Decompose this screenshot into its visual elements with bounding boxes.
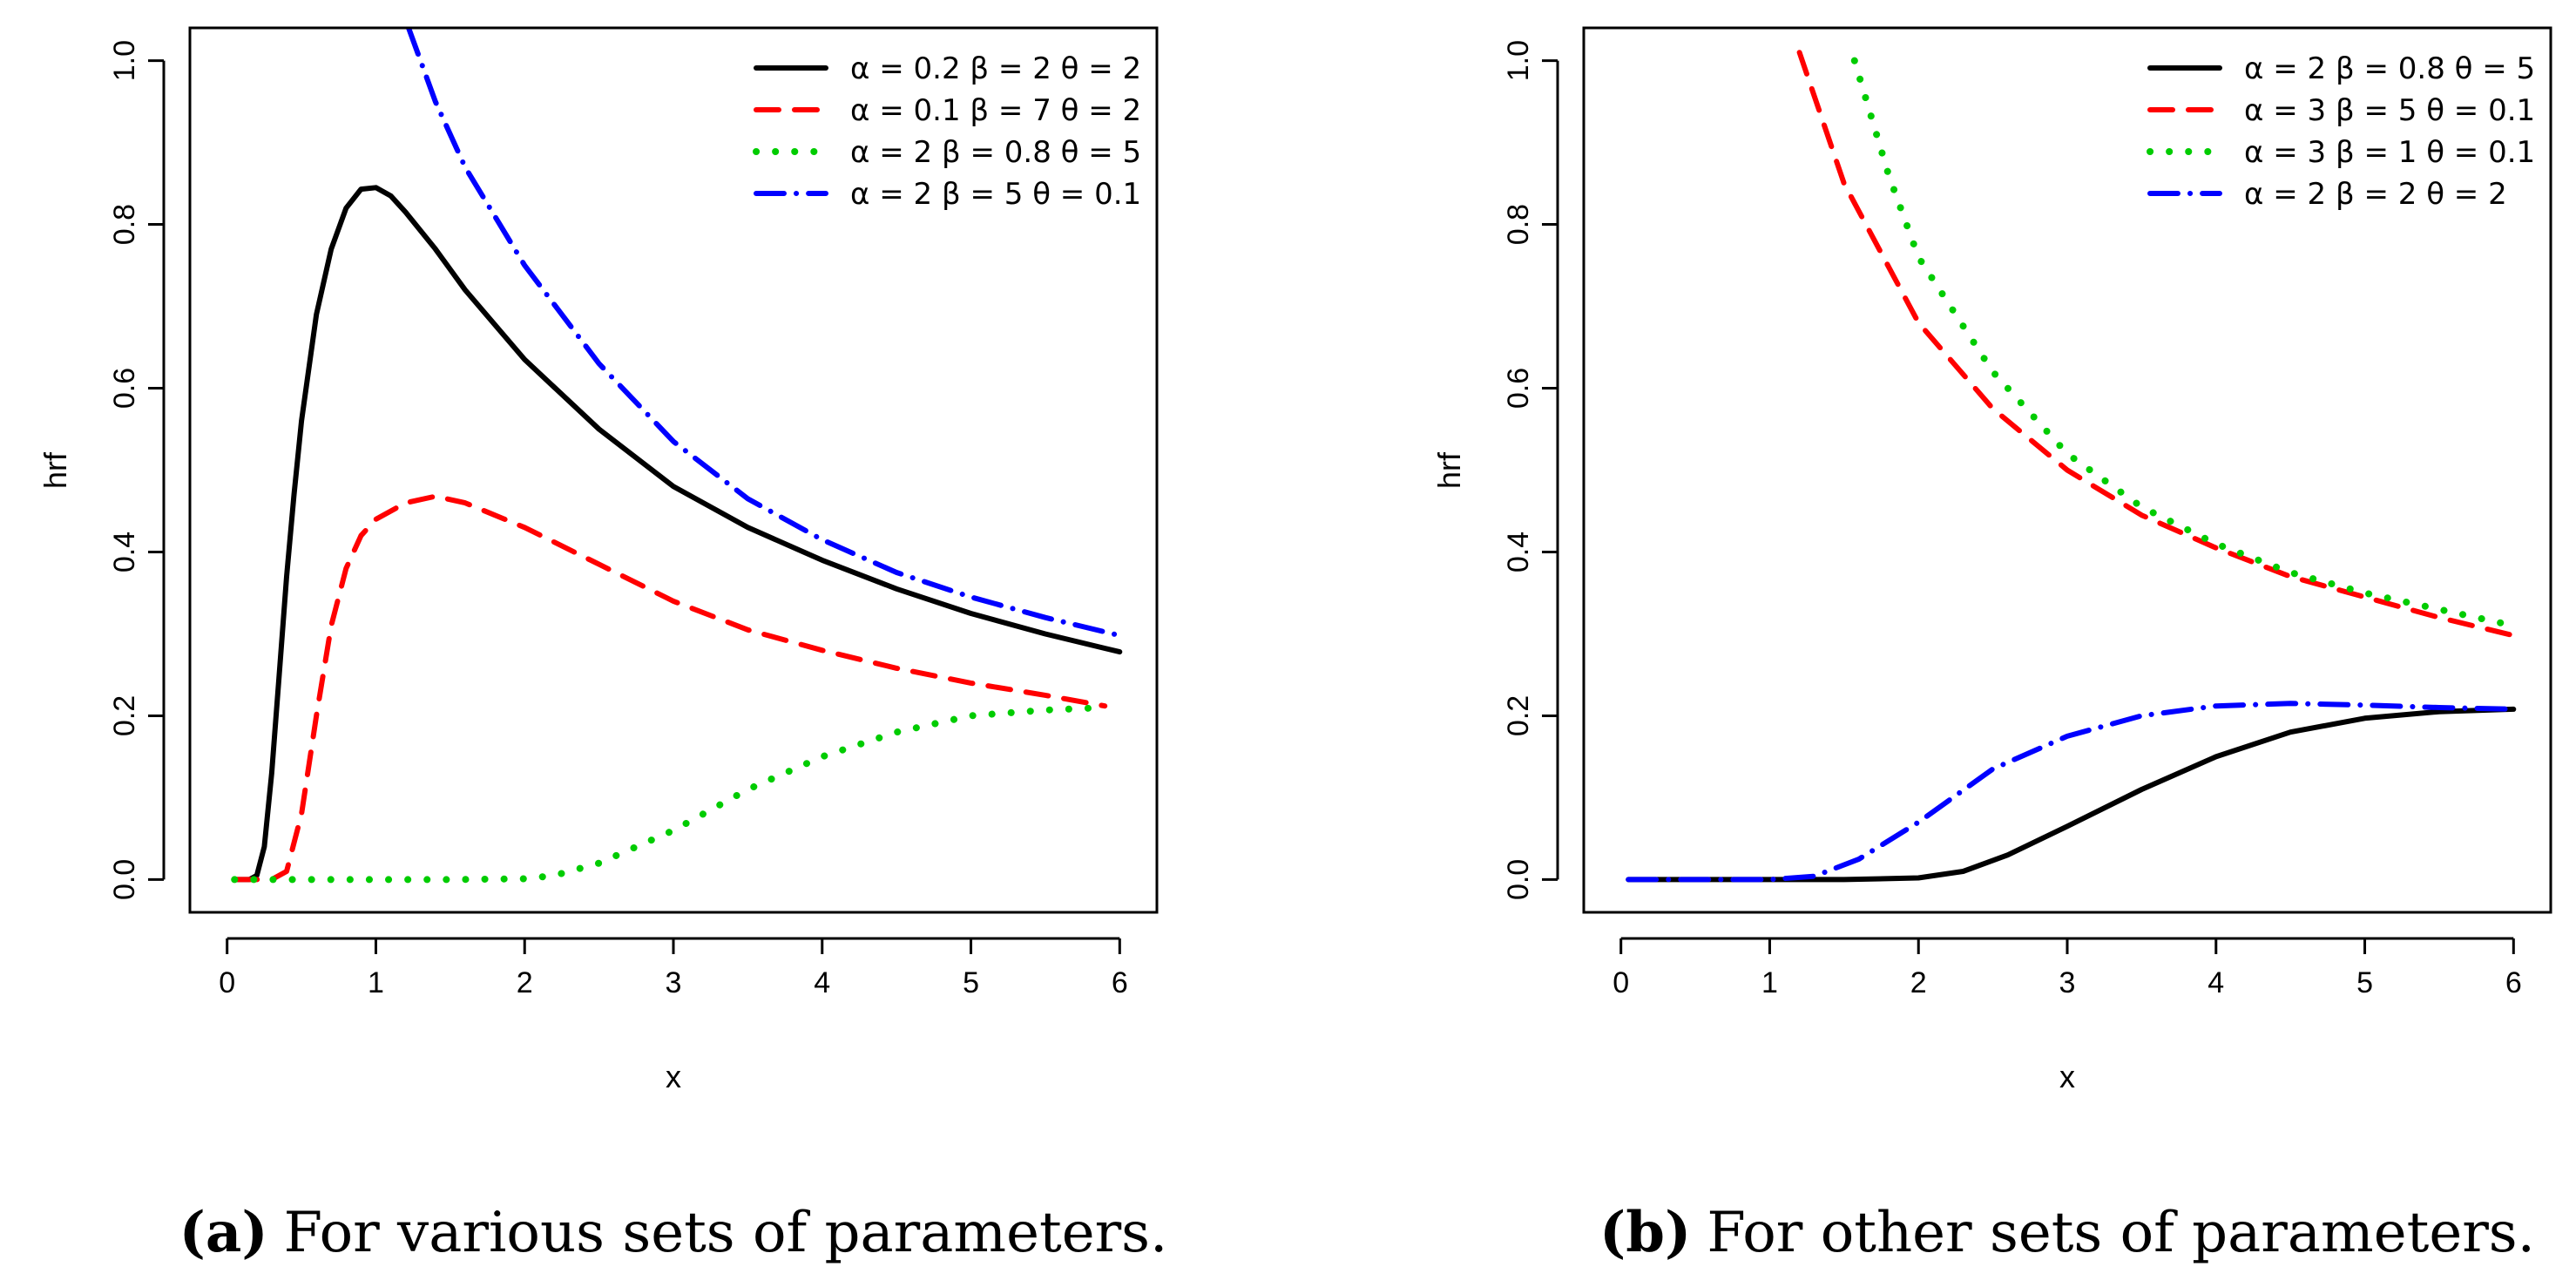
x-tick-label: 2	[517, 966, 533, 999]
series-line-3	[1850, 57, 2518, 630]
y-tick-label: 0.2	[108, 695, 141, 736]
y-tick-label: 0.2	[1502, 695, 1535, 736]
legend-label-2: α = 3 β = 5 θ = 0.1	[2244, 93, 2535, 128]
y-tick-label: 0.4	[1502, 532, 1535, 572]
panel-b-legend: α = 2 β = 0.8 θ = 5 α = 3 β = 5 θ = 0.1 α …	[2147, 51, 2535, 212]
x-tick-label: 4	[2208, 966, 2224, 999]
x-tick-label: 1	[368, 966, 384, 999]
legend-label-3: α = 3 β = 1 θ = 0.1	[2244, 135, 2535, 170]
panel-b-caption-label: (b)	[1599, 1200, 1691, 1265]
panel-a-x-axis-label: x	[666, 1059, 681, 1094]
y-tick-label: 0.4	[108, 532, 141, 572]
series-line-3	[231, 704, 1109, 884]
panel-b-plot-frame	[1582, 26, 2552, 914]
x-tick-label: 4	[814, 966, 830, 999]
panel-b-y-axis-label: hrf	[1431, 451, 1467, 489]
x-tick-label: 5	[2356, 966, 2373, 999]
panel-a: 0 1 2 3 4 5 6 0.0 0.2 0.4 0.6 0.8 1.0 x hrf α = 0.2 …	[37, 26, 1168, 1265]
series-line-4	[1626, 701, 2517, 883]
x-tick-label: 3	[666, 966, 682, 999]
x-tick-label: 3	[2059, 966, 2076, 999]
panel-b-x-axis-label: x	[2059, 1059, 2075, 1094]
y-tick-label: 0.0	[108, 859, 141, 900]
legend-label-1: α = 2 β = 0.8 θ = 5	[2244, 51, 2535, 86]
legend-label-3: α = 2 β = 0.8 θ = 5	[850, 135, 1141, 170]
x-tick-label: 6	[2505, 966, 2522, 999]
y-tick-label: 0.8	[1502, 204, 1535, 245]
panel-a-caption-label: (a)	[179, 1200, 268, 1265]
panel-b-caption: (b) For other sets of parameters.	[1599, 1200, 2535, 1265]
panel-b: 0 1 2 3 4 5 6 0.0 0.2 0.4 0.6 0.8 1.0 x hrf α = 2 β …	[1431, 26, 2552, 1265]
y-tick-label: 1.0	[108, 40, 141, 81]
y-tick-label: 0.6	[1502, 368, 1535, 409]
panel-a-caption: (a) For various sets of parameters.	[179, 1200, 1168, 1265]
legend-label-4: α = 2 β = 5 θ = 0.1	[850, 177, 1141, 212]
series-line-1	[232, 185, 1123, 883]
panel-a-axes: 0 1 2 3 4 5 6 0.0 0.2 0.4 0.6 0.8 1.0	[108, 40, 1128, 999]
panel-b-axes: 0 1 2 3 4 5 6 0.0 0.2 0.4 0.6 0.8 1.0	[1502, 40, 2522, 999]
legend-label-4: α = 2 β = 2 θ = 2	[2244, 177, 2507, 212]
x-tick-label: 0	[1613, 966, 1629, 999]
panel-a-legend: α = 0.2 β = 2 θ = 2 α = 0.1 β = 7 θ = 2 α …	[753, 51, 1141, 212]
panel-a-y-axis-label: hrf	[37, 451, 73, 489]
panel-b-caption-text: For other sets of parameters.	[1707, 1201, 2535, 1265]
y-tick-label: 1.0	[1502, 40, 1535, 81]
series-line-2	[232, 493, 1108, 883]
panel-a-plot-frame	[188, 26, 1159, 914]
x-tick-label: 5	[963, 966, 979, 999]
x-tick-label: 0	[219, 966, 235, 999]
legend-label-1: α = 0.2 β = 2 θ = 2	[850, 51, 1141, 86]
panel-b-curves	[1626, 50, 2518, 883]
x-tick-label: 2	[1910, 966, 1927, 999]
x-tick-label: 6	[1112, 966, 1128, 999]
y-tick-label: 0.0	[1502, 859, 1535, 900]
series-line-4	[406, 28, 1123, 639]
y-tick-label: 0.6	[108, 368, 141, 409]
panel-a-curves	[231, 28, 1123, 884]
series-line-1	[1626, 706, 2517, 883]
x-tick-label: 1	[1761, 966, 1778, 999]
y-tick-label: 0.8	[108, 204, 141, 245]
legend-label-2: α = 0.1 β = 7 θ = 2	[850, 93, 1141, 128]
series-line-2	[1796, 50, 2517, 639]
panel-a-caption-text: For various sets of parameters.	[284, 1201, 1168, 1265]
